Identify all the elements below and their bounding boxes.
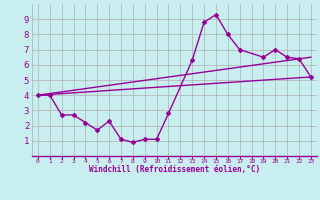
X-axis label: Windchill (Refroidissement éolien,°C): Windchill (Refroidissement éolien,°C) xyxy=(89,165,260,174)
